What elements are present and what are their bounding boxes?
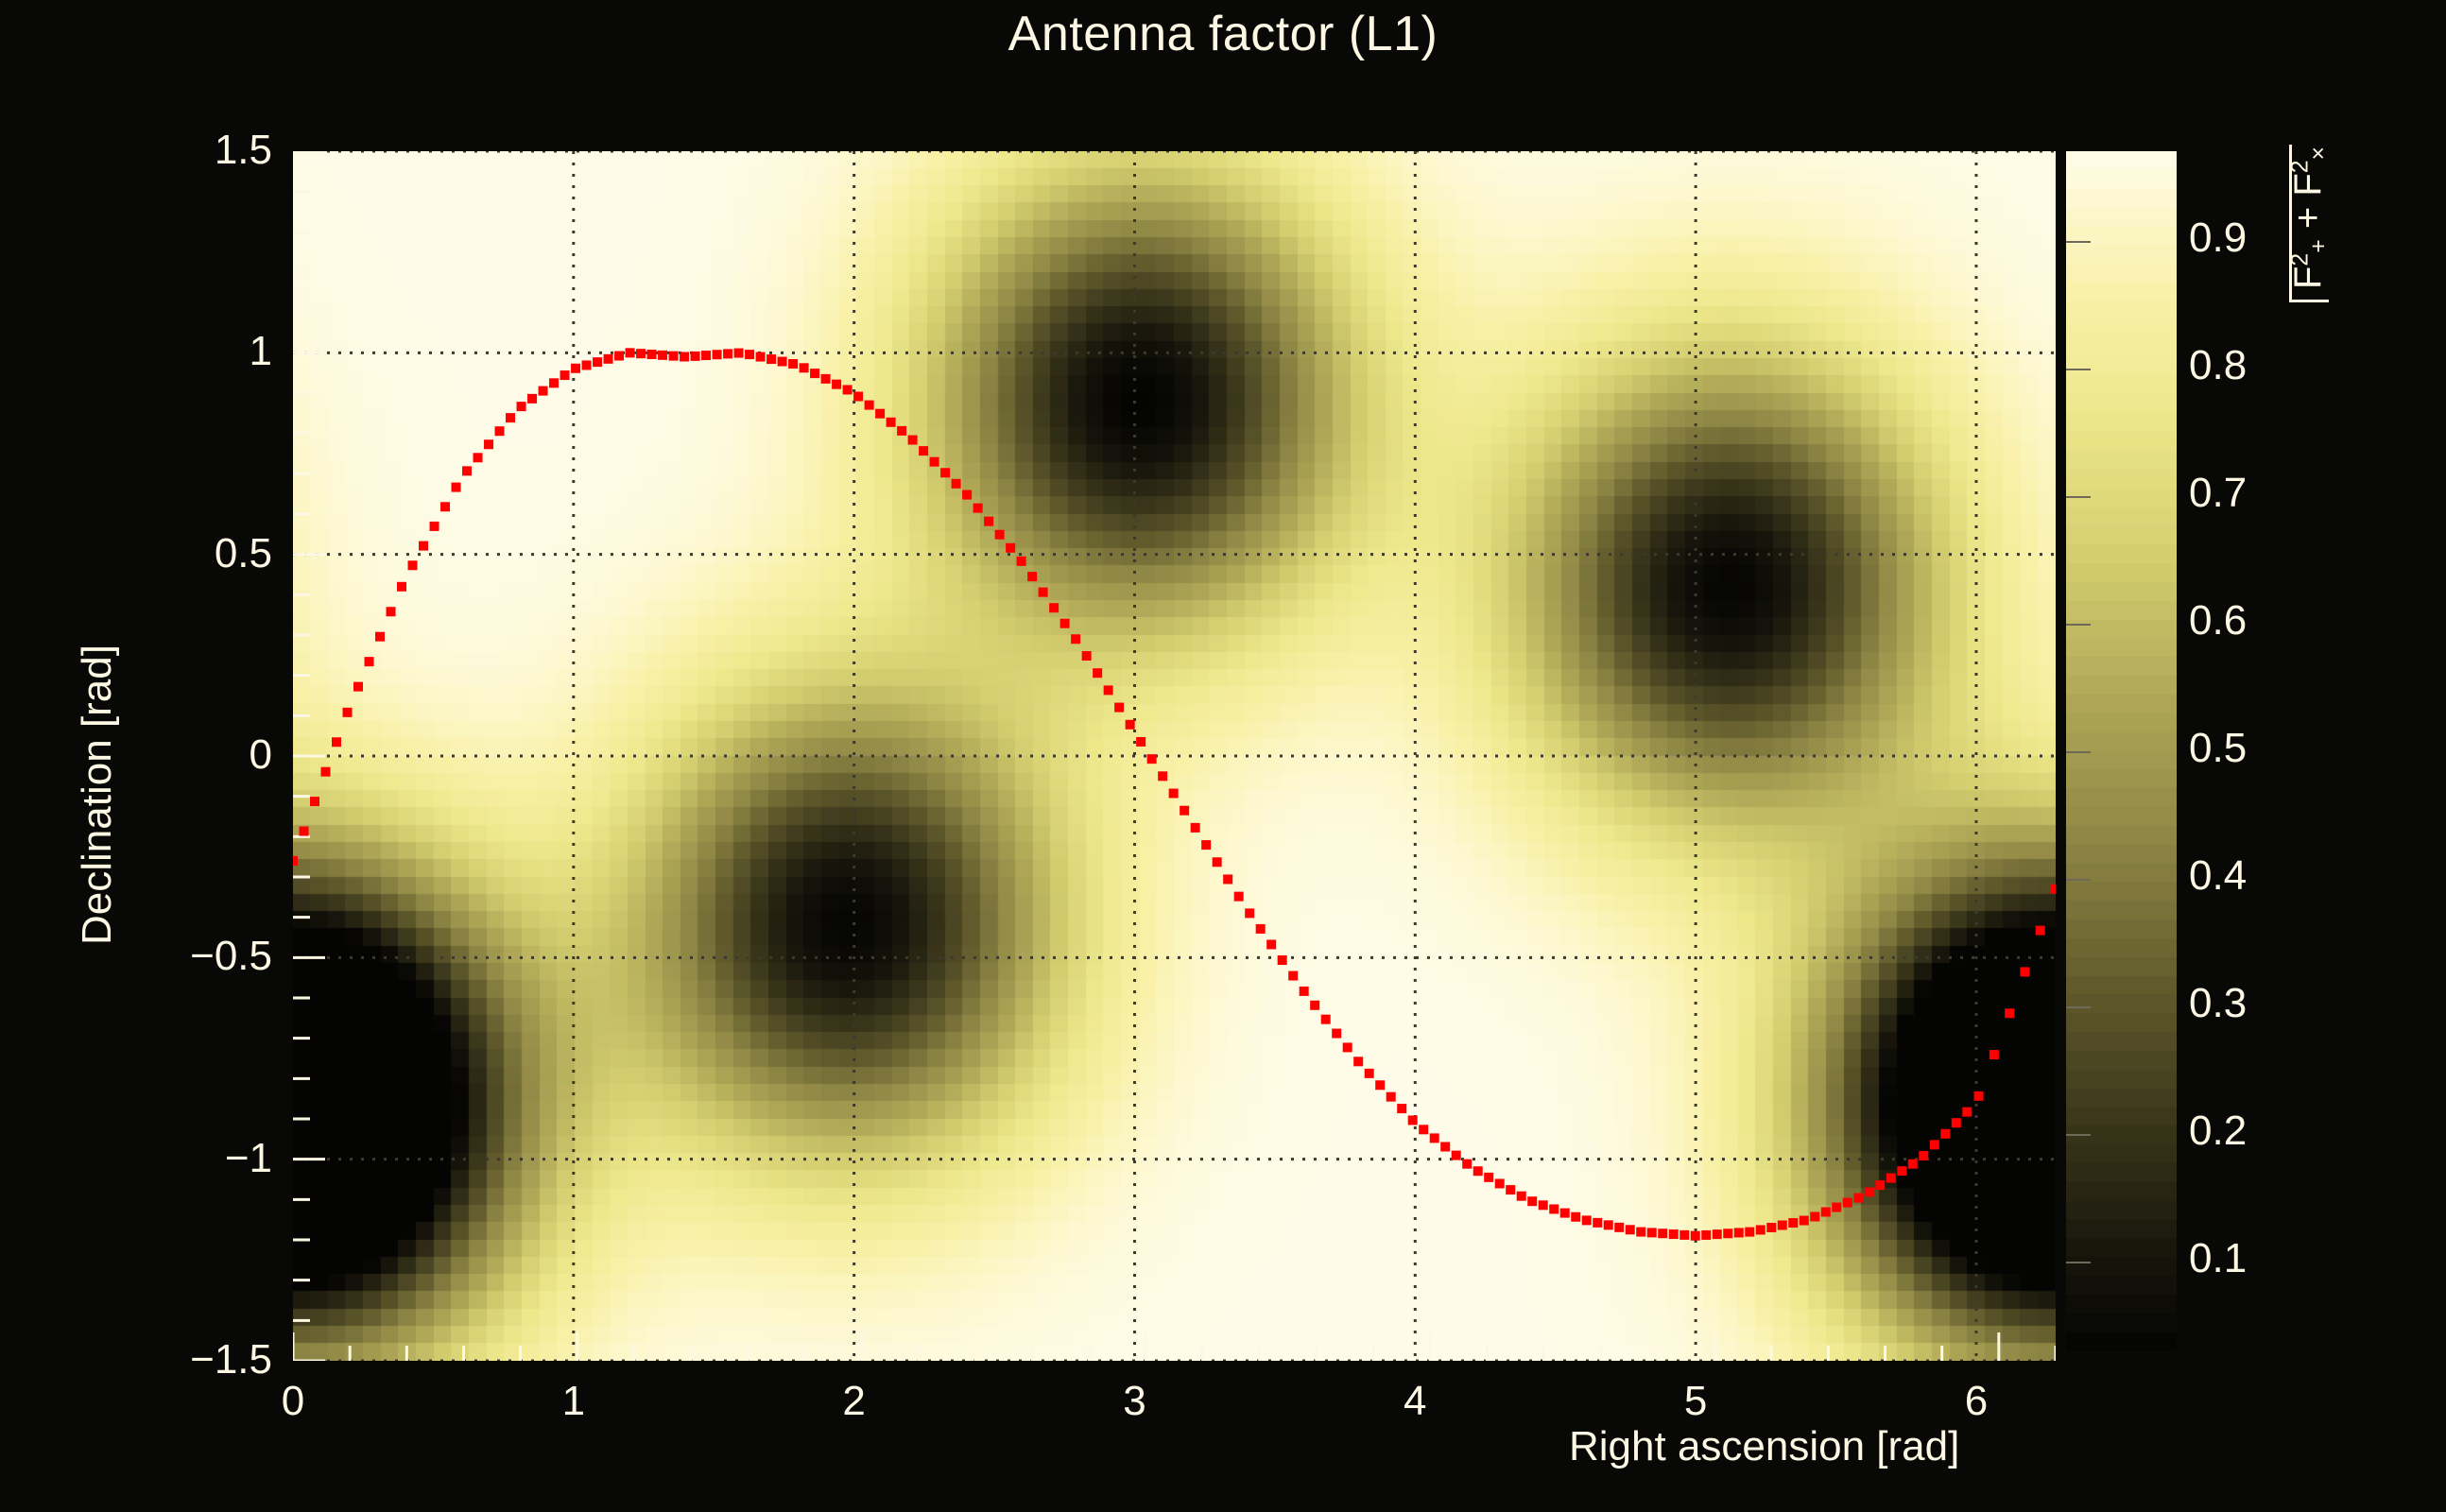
colorbar-tick-label: 0.5 xyxy=(2189,725,2248,771)
y-tick-label: 1.5 xyxy=(214,127,272,173)
colorbar-tick-label: 0.9 xyxy=(2189,214,2248,261)
y-tick-label: 0 xyxy=(249,731,272,778)
colorbar-tick-label: 0.1 xyxy=(2189,1235,2248,1282)
colorbar-tick-mark xyxy=(2066,368,2091,370)
colorbar-tick-mark xyxy=(2066,240,2091,243)
colorbar-tick-mark xyxy=(2066,495,2091,498)
plus-operator: + xyxy=(2287,206,2329,230)
x-tick-label: 5 xyxy=(1683,1378,1708,1424)
colorbar-tick-mark xyxy=(2066,1262,2091,1264)
colorbar-tick-label: 0.7 xyxy=(2189,469,2248,516)
f-cross-exponent: 2 xyxy=(2287,160,2314,174)
y-tick-label: −1 xyxy=(224,1134,272,1181)
plot-area xyxy=(293,151,2056,1361)
colorbar-tick-mark xyxy=(2066,879,2091,882)
x-tick-label: 1 xyxy=(561,1378,586,1424)
x-tick-label: 2 xyxy=(842,1378,866,1424)
colorbar-tick-mark xyxy=(2066,1134,2091,1137)
heatmap-layer xyxy=(293,151,2056,1361)
x-tick-label: 6 xyxy=(1964,1378,1989,1424)
colorbar-tick-label: 0.3 xyxy=(2189,980,2248,1027)
colorbar-tick-label: 0.8 xyxy=(2189,341,2248,388)
y-tick-label: 1 xyxy=(249,328,272,375)
f-plus-subscript: + xyxy=(2306,239,2333,253)
overlay-curve-galactic-plane xyxy=(293,348,2056,1241)
colorbar-tick-mark xyxy=(2066,751,2091,753)
y-tick-label: −0.5 xyxy=(190,933,272,980)
colorbar-title: F2+ + F2× xyxy=(2287,146,2333,302)
colorbar-tick-mark xyxy=(2066,1006,2091,1009)
y-axis-title: Declination [rad] xyxy=(74,644,120,945)
x-axis-title: Right ascension [rad] xyxy=(1569,1423,1960,1469)
y-tick-label: −1.5 xyxy=(190,1336,272,1383)
f-plus-exponent: 2 xyxy=(2287,252,2314,266)
colorbar-tick-label: 0.2 xyxy=(2189,1108,2248,1155)
colorbar-tick-label: 0.6 xyxy=(2189,596,2248,644)
chart-title: Antenna factor (L1) xyxy=(1008,7,1438,61)
f-cross-subscript: × xyxy=(2306,146,2333,161)
grid-layer xyxy=(293,151,2056,1361)
x-tick-label: 3 xyxy=(1123,1378,1146,1424)
f-plus-symbol: F xyxy=(2287,266,2329,289)
colorbar-tick-label: 0.4 xyxy=(2189,852,2248,900)
x-tick-label: 4 xyxy=(1404,1378,1427,1424)
x-tick-label: 0 xyxy=(281,1378,305,1424)
colorbar-tick-mark xyxy=(2066,623,2091,626)
sqrt-radical: F2+ + F2× xyxy=(2287,146,2333,302)
f-cross-symbol: F xyxy=(2287,173,2329,197)
y-tick-label: 0.5 xyxy=(214,529,272,576)
